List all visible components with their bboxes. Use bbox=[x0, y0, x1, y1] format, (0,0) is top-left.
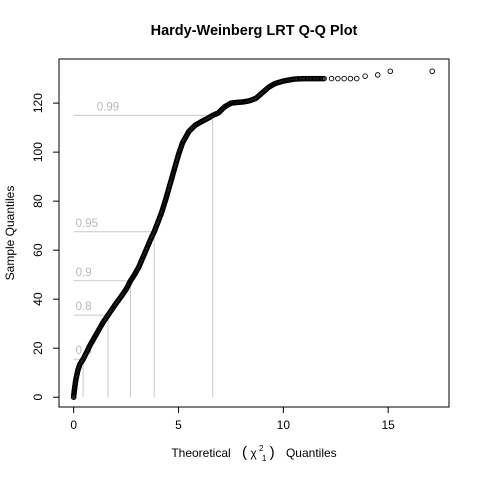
data-point-403 bbox=[387, 68, 394, 75]
x-axis-label-symbol: χ bbox=[250, 446, 257, 460]
y-axis: 0 20 40 60 80 100 120 bbox=[31, 93, 60, 401]
data-point-400 bbox=[353, 75, 360, 82]
y-tick-label-80: 80 bbox=[31, 194, 45, 208]
data-point-402 bbox=[374, 72, 381, 78]
data-point-395 bbox=[321, 75, 327, 82]
quantile-label-3: 0.95 bbox=[76, 218, 98, 230]
data-point-396 bbox=[328, 75, 335, 82]
x-axis-label-suffix: Quantiles bbox=[286, 446, 337, 460]
y-tick-label-40: 40 bbox=[31, 292, 45, 306]
data-point-399 bbox=[347, 75, 354, 82]
x-tick-label-0: 0 bbox=[70, 418, 77, 432]
x-tick-label-5: 5 bbox=[175, 418, 182, 432]
x-axis: 0 5 10 15 bbox=[70, 406, 396, 432]
data-point-398 bbox=[341, 75, 347, 82]
quantile-label-2: 0.9 bbox=[76, 267, 92, 279]
x-tick-label-10: 10 bbox=[277, 418, 291, 432]
data-point-401 bbox=[362, 73, 368, 79]
chart-title: Hardy-Weinberg LRT Q-Q Plot bbox=[151, 23, 358, 39]
y-tick-label-60: 60 bbox=[31, 243, 45, 257]
data-points bbox=[70, 68, 435, 400]
data-point-404 bbox=[429, 68, 435, 75]
y-tick-label-120: 120 bbox=[31, 93, 45, 113]
quantile-reference-lines: 0.50.80.90.950.99 bbox=[73, 101, 214, 398]
quantile-label-4: 0.99 bbox=[97, 101, 119, 113]
y-tick-label-100: 100 bbox=[31, 142, 45, 162]
x-tick-label-15: 15 bbox=[382, 418, 396, 432]
data-point-397 bbox=[335, 75, 341, 82]
x-axis-label-subscript: 1 bbox=[262, 454, 267, 463]
x-axis-label-prefix: Theoretical bbox=[171, 446, 230, 460]
y-tick-label-20: 20 bbox=[31, 341, 45, 355]
y-tick-label-0: 0 bbox=[31, 394, 45, 401]
x-axis-label: Theoretical ( χ 2 1 ) Quantiles bbox=[171, 440, 336, 464]
quantile-label-1: 0.8 bbox=[76, 301, 92, 313]
x-axis-label-superscript: 2 bbox=[259, 444, 264, 453]
y-axis-label: Sample Quantiles bbox=[3, 186, 17, 281]
